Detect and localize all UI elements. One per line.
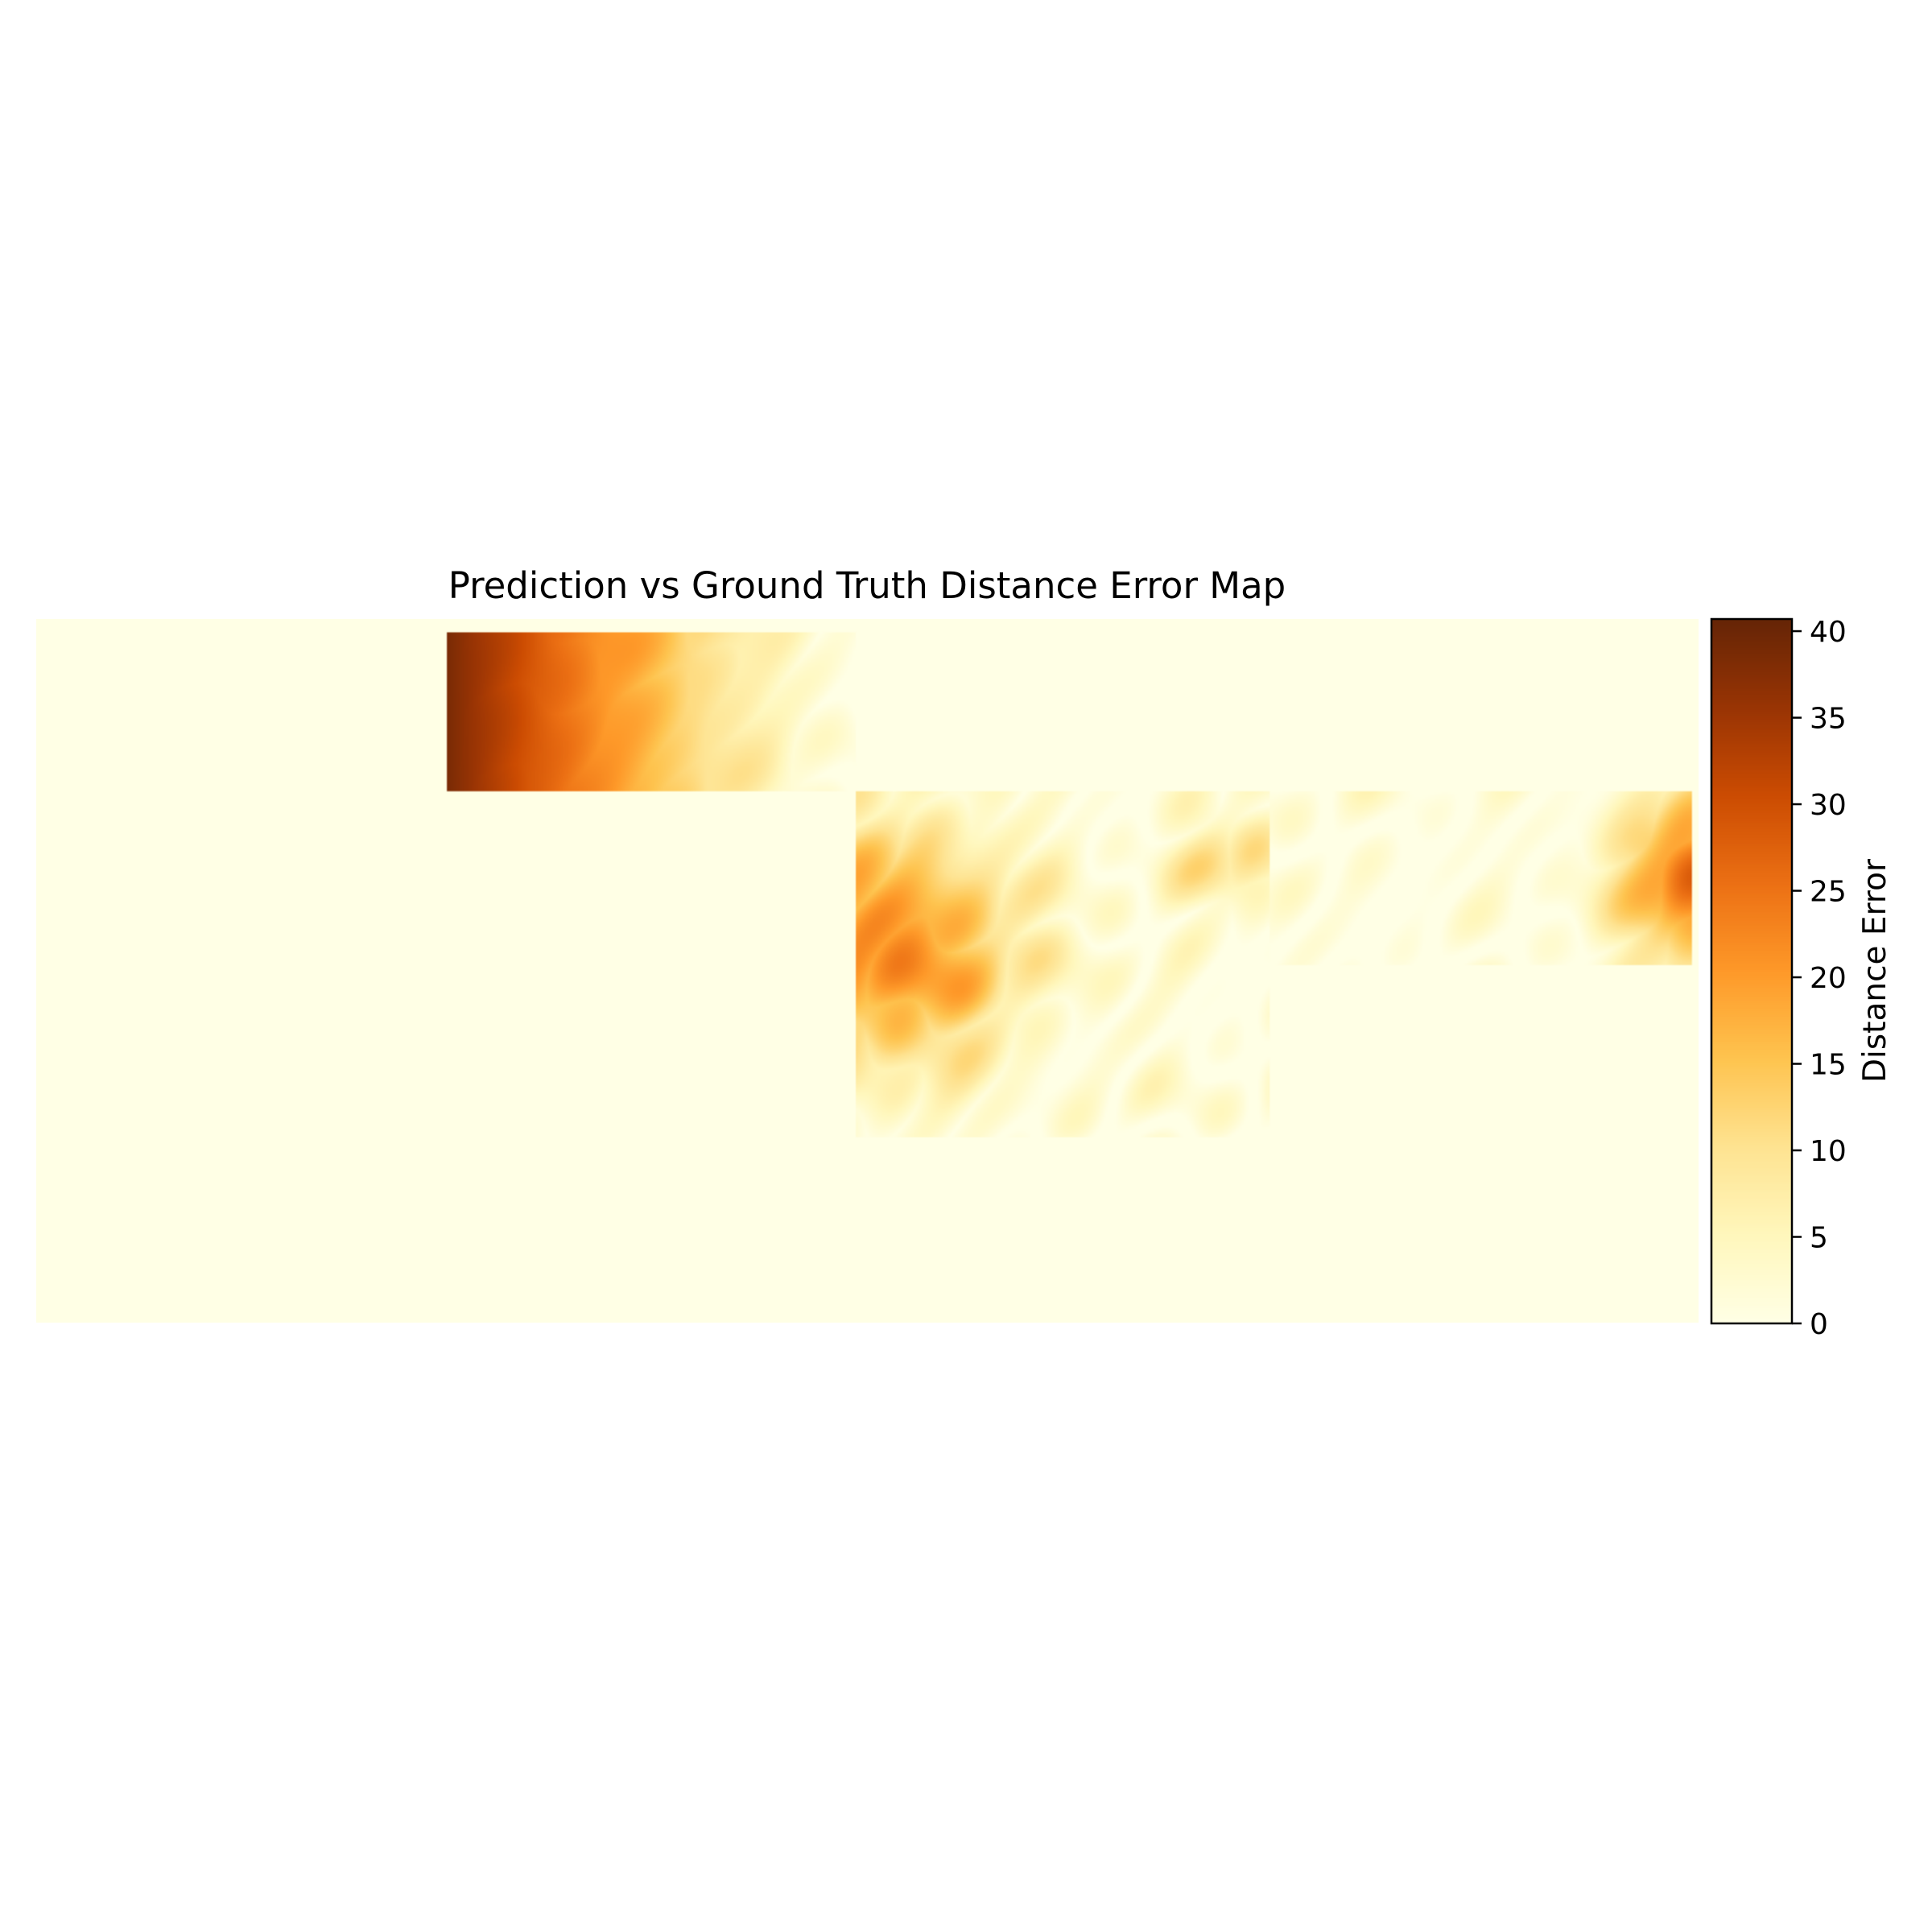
heatmap-image bbox=[36, 619, 1699, 1323]
colorbar-label: Distance Error bbox=[1857, 858, 1893, 1083]
chart-title: Prediction vs Ground Truth Distance Erro… bbox=[448, 564, 1286, 607]
colorbar-frame bbox=[1710, 617, 1794, 1325]
colorbar-tick-label: 35 bbox=[1810, 703, 1847, 736]
colorbar-tick-label: 0 bbox=[1810, 1308, 1828, 1341]
colorbar-ticks: 0 5 10 15 20 25 30 35 40 bbox=[1792, 616, 1847, 1341]
colorbar-tick-label: 20 bbox=[1810, 962, 1847, 995]
colorbar-tick-label: 30 bbox=[1810, 789, 1847, 822]
colorbar-tick-label: 10 bbox=[1810, 1135, 1847, 1168]
colorbar-gradient bbox=[1711, 619, 1792, 1323]
colorbar-tick-label: 5 bbox=[1810, 1222, 1828, 1255]
colorbar-tick-label: 15 bbox=[1810, 1049, 1847, 1082]
colorbar-tick-label: 25 bbox=[1810, 876, 1847, 909]
colorbar-tick-label: 40 bbox=[1810, 616, 1847, 649]
